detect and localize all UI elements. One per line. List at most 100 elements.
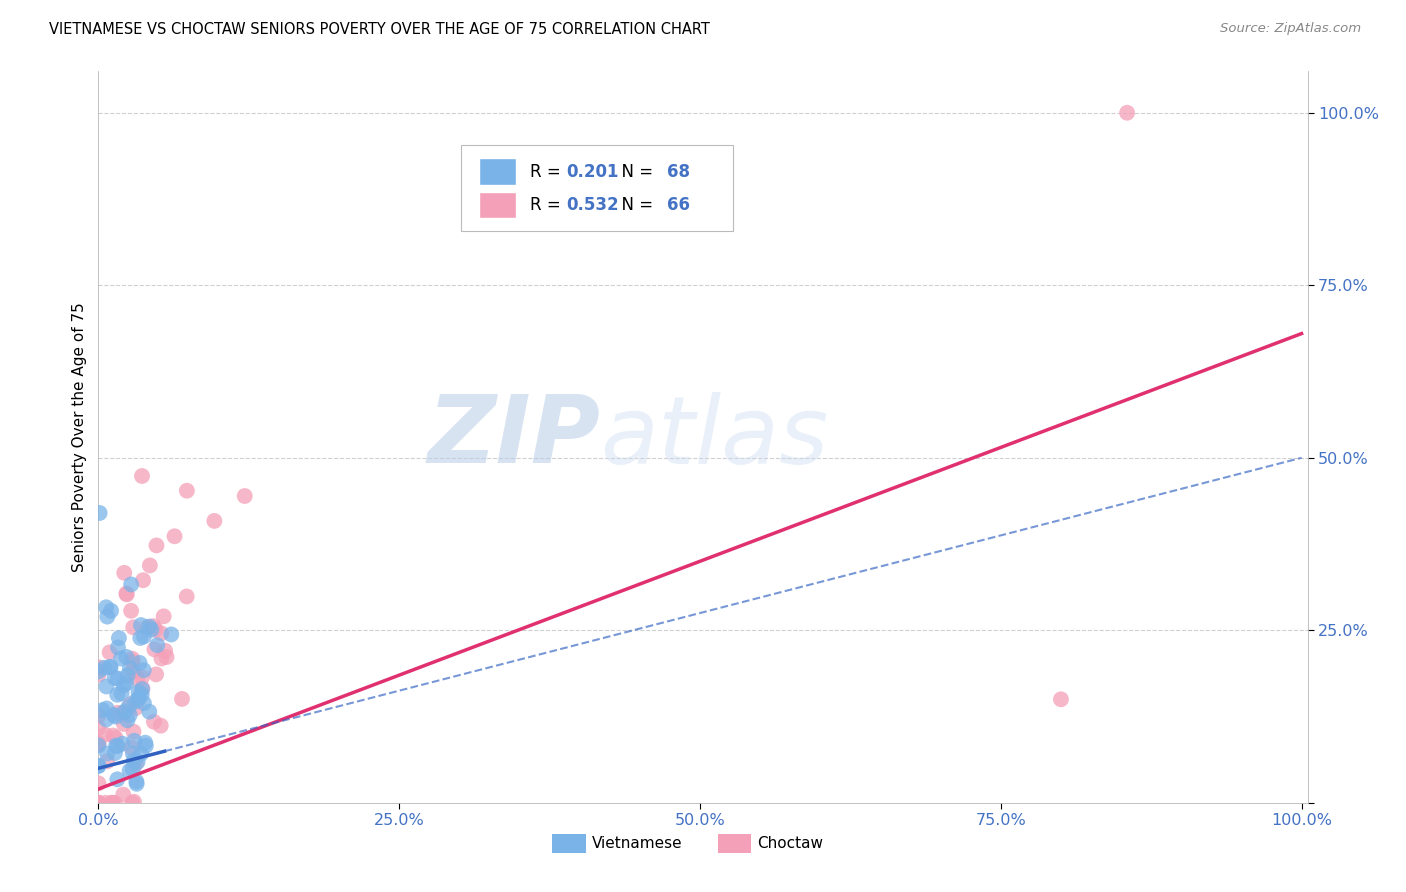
Point — [142, 619, 165, 633]
Text: N =: N = — [612, 196, 658, 214]
Point — [176, 590, 198, 604]
Point — [122, 747, 145, 761]
Bar — [717, 833, 751, 853]
Point — [87, 736, 110, 750]
Point — [125, 777, 148, 791]
Point — [121, 762, 143, 776]
Point — [145, 667, 167, 681]
Point — [105, 772, 128, 787]
Point — [150, 626, 173, 640]
Point — [94, 600, 117, 615]
Point — [134, 736, 156, 750]
Point — [117, 668, 139, 682]
Point — [127, 692, 149, 706]
Point — [115, 587, 138, 601]
Point — [153, 644, 176, 658]
Point — [121, 796, 143, 810]
Point — [176, 483, 198, 498]
Point — [120, 604, 142, 618]
Point — [96, 701, 118, 715]
Text: atlas: atlas — [600, 392, 828, 483]
Point — [155, 650, 177, 665]
Point — [118, 661, 141, 675]
Bar — [551, 833, 586, 853]
Point — [152, 609, 174, 624]
Point — [105, 739, 128, 753]
Point — [129, 747, 152, 761]
Point — [120, 698, 142, 712]
Point — [107, 672, 129, 686]
Point — [103, 707, 125, 722]
Point — [100, 660, 122, 674]
Point — [101, 796, 124, 810]
Point — [87, 721, 110, 735]
Point — [87, 759, 110, 773]
Point — [138, 705, 160, 719]
Point — [101, 729, 124, 743]
FancyBboxPatch shape — [461, 145, 734, 231]
Point — [105, 706, 128, 720]
Point — [131, 681, 153, 696]
Point — [233, 489, 256, 503]
Point — [104, 709, 127, 723]
Text: 68: 68 — [666, 162, 690, 180]
Text: 0.532: 0.532 — [567, 196, 619, 214]
Text: ZIP: ZIP — [427, 391, 600, 483]
Point — [146, 638, 169, 652]
Text: N =: N = — [612, 162, 658, 180]
Point — [112, 717, 135, 731]
Point — [96, 713, 118, 727]
Point — [115, 586, 138, 600]
Point — [131, 682, 153, 697]
Point — [87, 660, 110, 674]
Point — [125, 756, 148, 771]
Point — [87, 739, 110, 753]
Point — [120, 577, 142, 591]
Point — [131, 670, 153, 684]
Point — [202, 514, 225, 528]
Point — [1116, 105, 1139, 120]
Text: 0.201: 0.201 — [567, 162, 619, 180]
Point — [117, 713, 139, 727]
Point — [87, 665, 110, 679]
Point — [150, 651, 173, 665]
Point — [112, 788, 135, 802]
Point — [128, 691, 150, 706]
Point — [121, 740, 143, 755]
Point — [128, 685, 150, 699]
Point — [132, 573, 155, 587]
Text: Source: ZipAtlas.com: Source: ZipAtlas.com — [1220, 22, 1361, 36]
Point — [145, 623, 167, 637]
Point — [132, 663, 155, 677]
Point — [87, 737, 110, 751]
Point — [122, 620, 145, 634]
Point — [145, 538, 167, 552]
Point — [93, 661, 115, 675]
Point — [129, 618, 152, 632]
Point — [115, 676, 138, 690]
Point — [105, 688, 128, 702]
Text: VIETNAMESE VS CHOCTAW SENIORS POVERTY OVER THE AGE OF 75 CORRELATION CHART: VIETNAMESE VS CHOCTAW SENIORS POVERTY OV… — [49, 22, 710, 37]
Point — [139, 558, 162, 573]
Point — [115, 649, 138, 664]
Point — [122, 733, 145, 747]
Text: R =: R = — [530, 162, 567, 180]
Point — [125, 774, 148, 789]
Point — [163, 529, 186, 543]
Point — [96, 609, 118, 624]
Point — [110, 651, 132, 665]
Point — [129, 631, 152, 645]
Point — [121, 652, 143, 666]
Point — [94, 796, 117, 810]
Point — [87, 708, 110, 723]
Point — [143, 642, 166, 657]
Point — [104, 746, 127, 760]
Point — [98, 645, 121, 659]
Point — [94, 727, 117, 741]
Point — [149, 719, 172, 733]
Y-axis label: Seniors Poverty Over the Age of 75: Seniors Poverty Over the Age of 75 — [72, 302, 87, 572]
Point — [142, 714, 165, 729]
Point — [1050, 692, 1073, 706]
Point — [122, 724, 145, 739]
Point — [87, 796, 110, 810]
